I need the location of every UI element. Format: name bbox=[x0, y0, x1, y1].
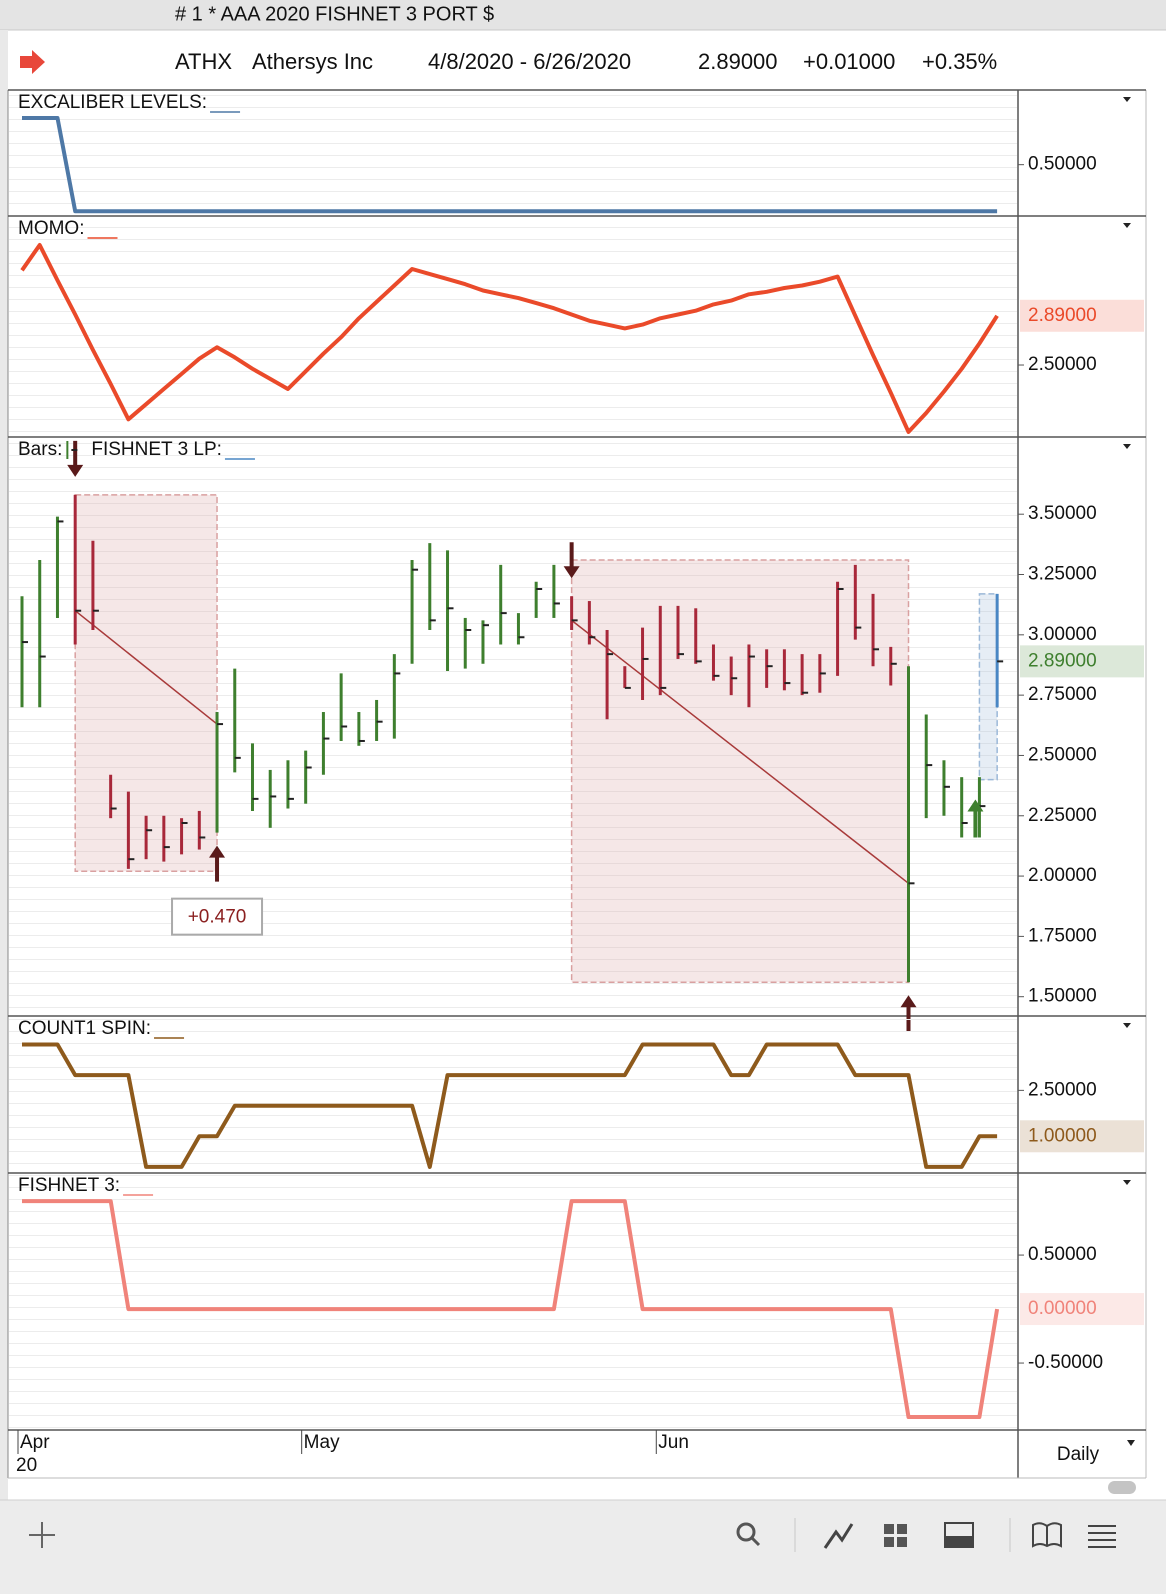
profit-label: +0.470 bbox=[188, 907, 247, 928]
y-tick-label: 2.50000 bbox=[1028, 354, 1097, 375]
menu-button[interactable] bbox=[1088, 1525, 1116, 1548]
trade-line bbox=[74, 610, 218, 725]
trade-line bbox=[571, 619, 909, 884]
y-tick-label: 1.50000 bbox=[1028, 986, 1097, 1007]
panel-grid bbox=[9, 217, 1017, 436]
last-value-label: 0.00000 bbox=[1028, 1298, 1097, 1319]
scroll-thumb[interactable] bbox=[1108, 1481, 1136, 1494]
overlay-title: FISHNET 3 LP: bbox=[91, 439, 222, 460]
company-name: Athersys Inc bbox=[252, 49, 373, 74]
x-tick-label: Apr bbox=[20, 1432, 50, 1453]
y-tick-label: 2.50000 bbox=[1028, 1079, 1097, 1100]
link-arrow[interactable] bbox=[20, 50, 45, 74]
y-tick-label: 2.25000 bbox=[1028, 805, 1097, 826]
toolbar bbox=[0, 1500, 1166, 1594]
percent-change: +0.35% bbox=[922, 49, 997, 74]
indicator-line bbox=[22, 116, 998, 214]
panel-grid bbox=[9, 1174, 1017, 1429]
y-tick-label: 2.50000 bbox=[1028, 744, 1097, 765]
x-tick-label: May bbox=[304, 1432, 340, 1453]
panel-menu-arrow[interactable] bbox=[1123, 1023, 1131, 1028]
window-title: # 1 * AAA 2020 FISHNET 3 PORT $ bbox=[175, 3, 494, 25]
left-edge bbox=[0, 30, 8, 1500]
profit-box bbox=[171, 897, 264, 936]
y-tick-label: 3.00000 bbox=[1028, 624, 1097, 645]
panel-title: MOMO: bbox=[18, 218, 85, 239]
last-value-badge bbox=[1020, 645, 1144, 678]
panel-menu-arrow[interactable] bbox=[1123, 223, 1131, 228]
indicator-line bbox=[20, 243, 999, 434]
layout-button[interactable] bbox=[884, 1524, 907, 1547]
signal-arrow bbox=[967, 799, 984, 838]
indicator-line bbox=[22, 1199, 1000, 1419]
y-tick-label: 3.50000 bbox=[1028, 503, 1097, 524]
interval-menu-arrow[interactable] bbox=[1127, 1440, 1135, 1446]
last-price: 2.89000 bbox=[698, 49, 778, 74]
panel-menu-arrow[interactable] bbox=[1123, 444, 1131, 449]
panel-grid bbox=[9, 1017, 1017, 1172]
panel-menu-arrow[interactable] bbox=[1123, 97, 1131, 102]
entry-arrow bbox=[67, 440, 84, 477]
trade-zone bbox=[74, 494, 218, 872]
trade-zone bbox=[978, 593, 998, 781]
symbol: ATHX bbox=[175, 49, 232, 74]
x-tick-label: Jun bbox=[658, 1432, 689, 1453]
y-tick-label: 2.00000 bbox=[1028, 865, 1097, 886]
window-button[interactable] bbox=[944, 1522, 974, 1548]
y-tick-label: -0.50000 bbox=[1028, 1352, 1103, 1373]
chart-style-button[interactable] bbox=[823, 1523, 854, 1549]
last-value-badge bbox=[1020, 1120, 1144, 1153]
date-range: 4/8/2020 - 6/26/2020 bbox=[428, 49, 631, 74]
exit-arrow bbox=[900, 995, 917, 1032]
exit-arrow bbox=[209, 845, 226, 882]
search-button[interactable] bbox=[736, 1522, 761, 1547]
last-value-label: 1.00000 bbox=[1028, 1125, 1097, 1146]
add-button[interactable] bbox=[29, 1522, 55, 1548]
panel-title: FISHNET 3: bbox=[18, 1175, 120, 1196]
panel-title: Bars: bbox=[18, 439, 62, 460]
panel-grid bbox=[9, 91, 1017, 215]
y-tick-label: 1.75000 bbox=[1028, 925, 1097, 946]
last-value-badge bbox=[1020, 299, 1144, 332]
last-value-label: 2.89000 bbox=[1028, 305, 1097, 326]
entry-arrow bbox=[563, 542, 580, 579]
y-tick-label: 2.75000 bbox=[1028, 684, 1097, 705]
x-year-label: 20 bbox=[16, 1455, 37, 1476]
panel-title: COUNT1 SPIN: bbox=[18, 1018, 151, 1039]
panel-menu-arrow[interactable] bbox=[1123, 1180, 1131, 1185]
y-tick-label: 0.50000 bbox=[1028, 154, 1097, 175]
panel-title: EXCALIBER LEVELS: bbox=[18, 92, 207, 113]
last-value-badge bbox=[1020, 1293, 1144, 1326]
last-value-label: 2.89000 bbox=[1028, 650, 1097, 671]
indicator-line bbox=[22, 1042, 998, 1169]
interval-label[interactable]: Daily bbox=[1057, 1444, 1100, 1465]
trade-zone bbox=[570, 559, 910, 983]
title-bar bbox=[0, 0, 1166, 30]
y-tick-label: 0.50000 bbox=[1028, 1244, 1097, 1265]
notes-button[interactable] bbox=[1032, 1522, 1062, 1548]
y-tick-label: 3.25000 bbox=[1028, 564, 1097, 585]
net-change: +0.01000 bbox=[803, 49, 895, 74]
